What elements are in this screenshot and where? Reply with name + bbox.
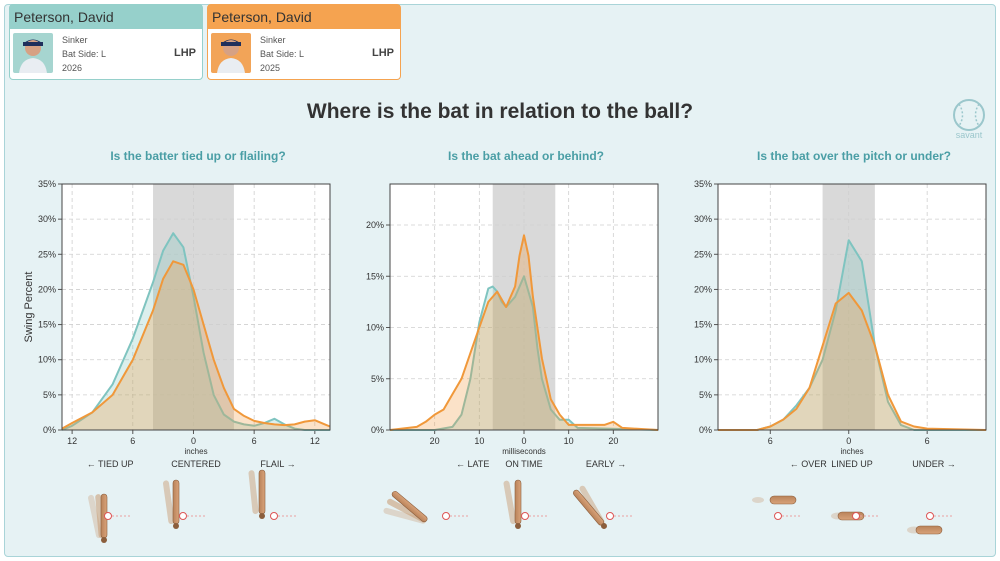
x-tick-label: 0: [846, 436, 851, 446]
bat-early-icon: [573, 485, 632, 529]
season-year: 2025: [260, 63, 281, 73]
x-tick-label: 10: [564, 436, 574, 446]
bat-lined-up-icon: [831, 511, 878, 521]
plot-frame: [717, 183, 987, 431]
player-card-header: Peterson, David: [10, 5, 202, 29]
y-tick-label: 10%: [366, 323, 384, 333]
y-tick-label: 25%: [694, 249, 712, 259]
y-tick-label: 10%: [38, 355, 56, 365]
chart-title-tied-up: Is the batter tied up or flailing?: [110, 149, 286, 163]
y-tick-label: 30%: [694, 214, 712, 224]
x-tick-label: 0: [191, 436, 196, 446]
player-card-2025[interactable]: Peterson, David Sinker Bat Side: L 2025 …: [207, 4, 401, 80]
x-tick-label: 20: [608, 436, 618, 446]
y-tick-label: 15%: [694, 320, 712, 330]
chart-title-over-under: Is the bat over the pitch or under?: [756, 149, 952, 163]
player-avatar: [211, 33, 251, 73]
direction-label-right: UNDER →: [912, 459, 956, 469]
logo-text: savant: [955, 130, 983, 140]
direction-label-right: EARLY →: [586, 459, 626, 469]
x-tick-label: 12: [310, 436, 320, 446]
direction-label-center: LINED UP: [831, 459, 873, 469]
y-tick-label: 35%: [694, 179, 712, 189]
plot-frame: [389, 183, 659, 431]
x-tick-label: 6: [925, 436, 930, 446]
bat-tied-up-icon: [88, 493, 130, 543]
y-tick-label: 15%: [38, 320, 56, 330]
x-tick-label: 20: [430, 436, 440, 446]
bat-late-icon: [383, 491, 468, 524]
bat-illustrations: [88, 469, 952, 543]
direction-label-right: FLAIL →: [260, 459, 295, 469]
pitcher-hand: LHP: [174, 47, 196, 59]
player-meta: Sinker Bat Side: L 2026: [62, 33, 106, 75]
x-unit-label: inches: [184, 447, 207, 456]
direction-label-left: ← OVER: [790, 459, 828, 469]
y-tick-label: 20%: [694, 284, 712, 294]
player-avatar: [13, 33, 53, 73]
x-tick-label: 0: [521, 436, 526, 446]
y-tick-label: 20%: [38, 284, 56, 294]
y-axis-label: Swing Percent: [23, 272, 35, 343]
series-line-2025: [61, 260, 331, 430]
page-title: Where is the bat in relation to the ball…: [306, 100, 694, 123]
y-tick-label: 20%: [366, 220, 384, 230]
chart-title-timing: Is the bat ahead or behind?: [447, 149, 605, 163]
y-tick-label: 30%: [38, 214, 56, 224]
bat-flail-icon: [248, 469, 296, 520]
y-tick-label: 0%: [43, 425, 56, 435]
season-year: 2026: [62, 63, 83, 73]
bat-side: Bat Side: L: [62, 49, 107, 59]
player-card-header: Peterson, David: [208, 5, 400, 29]
series-area-2025: [62, 261, 330, 430]
plot-frame: [61, 183, 331, 431]
bat-side: Bat Side: L: [260, 49, 305, 59]
x-tick-label: 12: [67, 436, 77, 446]
x-tick-label: 6: [130, 436, 135, 446]
y-tick-label: 5%: [371, 374, 384, 384]
y-tick-label: 35%: [38, 179, 56, 189]
pitch-type: Sinker: [260, 35, 286, 45]
pitcher-hand: LHP: [372, 47, 394, 59]
y-tick-label: 10%: [694, 355, 712, 365]
y-tick-label: 15%: [366, 271, 384, 281]
x-unit-label: inches: [840, 447, 863, 456]
series-area-2026: [390, 276, 658, 430]
series-line-2025: [718, 291, 987, 431]
bat-under-icon: [907, 512, 952, 535]
x-tick-label: 6: [768, 436, 773, 446]
y-tick-label: 25%: [38, 249, 56, 259]
y-tick-label: 0%: [699, 425, 712, 435]
y-tick-label: 5%: [699, 390, 712, 400]
series-area-2025: [718, 292, 986, 430]
pitch-type: Sinker: [62, 35, 88, 45]
player-card-2026[interactable]: Peterson, David Sinker Bat Side: L 2026 …: [9, 4, 203, 80]
series-line-2025: [389, 234, 659, 431]
direction-label-center: ON TIME: [505, 459, 542, 469]
player-meta: Sinker Bat Side: L 2025: [260, 33, 304, 75]
series-area-2025: [390, 235, 658, 430]
baseball-logo-icon: [953, 99, 985, 131]
bat-over-icon: [752, 495, 800, 520]
x-tick-label: 6: [252, 436, 257, 446]
bat-centered-icon: [163, 479, 205, 529]
x-unit-label: milliseconds: [502, 447, 546, 456]
y-tick-label: 5%: [43, 390, 56, 400]
direction-label-left: ← TIED UP: [87, 459, 134, 469]
bat-on-time-icon: [503, 479, 547, 529]
series-area-2026: [62, 233, 330, 430]
x-tick-label: 10: [474, 436, 484, 446]
direction-label-center: CENTERED: [171, 459, 221, 469]
series-line-2026: [61, 232, 330, 431]
series-area-2026: [718, 240, 986, 430]
direction-label-left: ← LATE: [456, 459, 489, 469]
y-tick-label: 0%: [371, 425, 384, 435]
